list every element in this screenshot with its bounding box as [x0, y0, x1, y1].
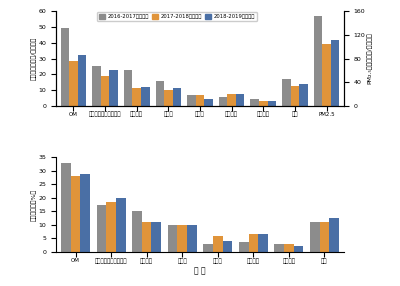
Bar	[227, 94, 236, 106]
Bar	[284, 244, 294, 252]
Bar	[322, 44, 331, 106]
Bar	[124, 70, 132, 106]
Bar	[196, 96, 204, 106]
Bar	[329, 218, 339, 252]
X-axis label: 组 分: 组 分	[194, 266, 206, 275]
Bar	[213, 236, 222, 252]
Bar	[291, 86, 299, 106]
Bar	[97, 204, 106, 252]
Bar	[258, 234, 268, 252]
Bar	[156, 81, 164, 106]
Bar	[71, 176, 80, 252]
Bar	[282, 79, 291, 106]
Bar	[116, 198, 126, 252]
Bar	[101, 76, 109, 106]
Bar	[92, 65, 101, 106]
Bar	[248, 234, 258, 252]
Bar	[178, 225, 187, 252]
Bar	[187, 96, 196, 106]
Bar	[331, 40, 340, 106]
Bar	[132, 211, 142, 252]
Y-axis label: PM₂.₅浓度（微克/立方米）: PM₂.₅浓度（微克/立方米）	[367, 33, 372, 84]
Bar	[219, 97, 227, 106]
Bar	[203, 244, 213, 252]
Y-axis label: 组分浓度（微克/立方米）: 组分浓度（微克/立方米）	[32, 37, 37, 80]
Y-axis label: 组分百分比（%）: 组分百分比（%）	[32, 188, 37, 221]
Bar	[268, 101, 276, 106]
Bar	[142, 222, 152, 252]
Bar	[320, 222, 329, 252]
Bar	[106, 202, 116, 252]
Bar	[60, 28, 69, 106]
Bar	[168, 225, 178, 252]
Bar	[236, 94, 244, 106]
Bar	[250, 99, 259, 106]
Bar	[222, 241, 232, 252]
Bar	[294, 246, 303, 252]
Bar	[80, 174, 90, 252]
Bar	[164, 90, 173, 106]
Bar	[274, 244, 284, 252]
Legend: 2016-2017年秋冬季, 2017-2018年秋冬季, 2018-2019年秋冬季: 2016-2017年秋冬季, 2017-2018年秋冬季, 2018-2019年…	[97, 12, 257, 21]
Bar	[314, 16, 322, 106]
Bar	[109, 70, 118, 106]
Bar	[78, 55, 86, 106]
Bar	[141, 87, 150, 106]
Bar	[69, 61, 78, 106]
Bar	[187, 225, 197, 252]
Bar	[152, 222, 161, 252]
Bar	[310, 222, 320, 252]
Bar	[132, 88, 141, 106]
Bar	[259, 101, 268, 106]
Bar	[239, 242, 248, 252]
Bar	[173, 88, 181, 106]
Bar	[204, 99, 213, 106]
Bar	[299, 84, 308, 106]
Bar	[61, 163, 71, 252]
